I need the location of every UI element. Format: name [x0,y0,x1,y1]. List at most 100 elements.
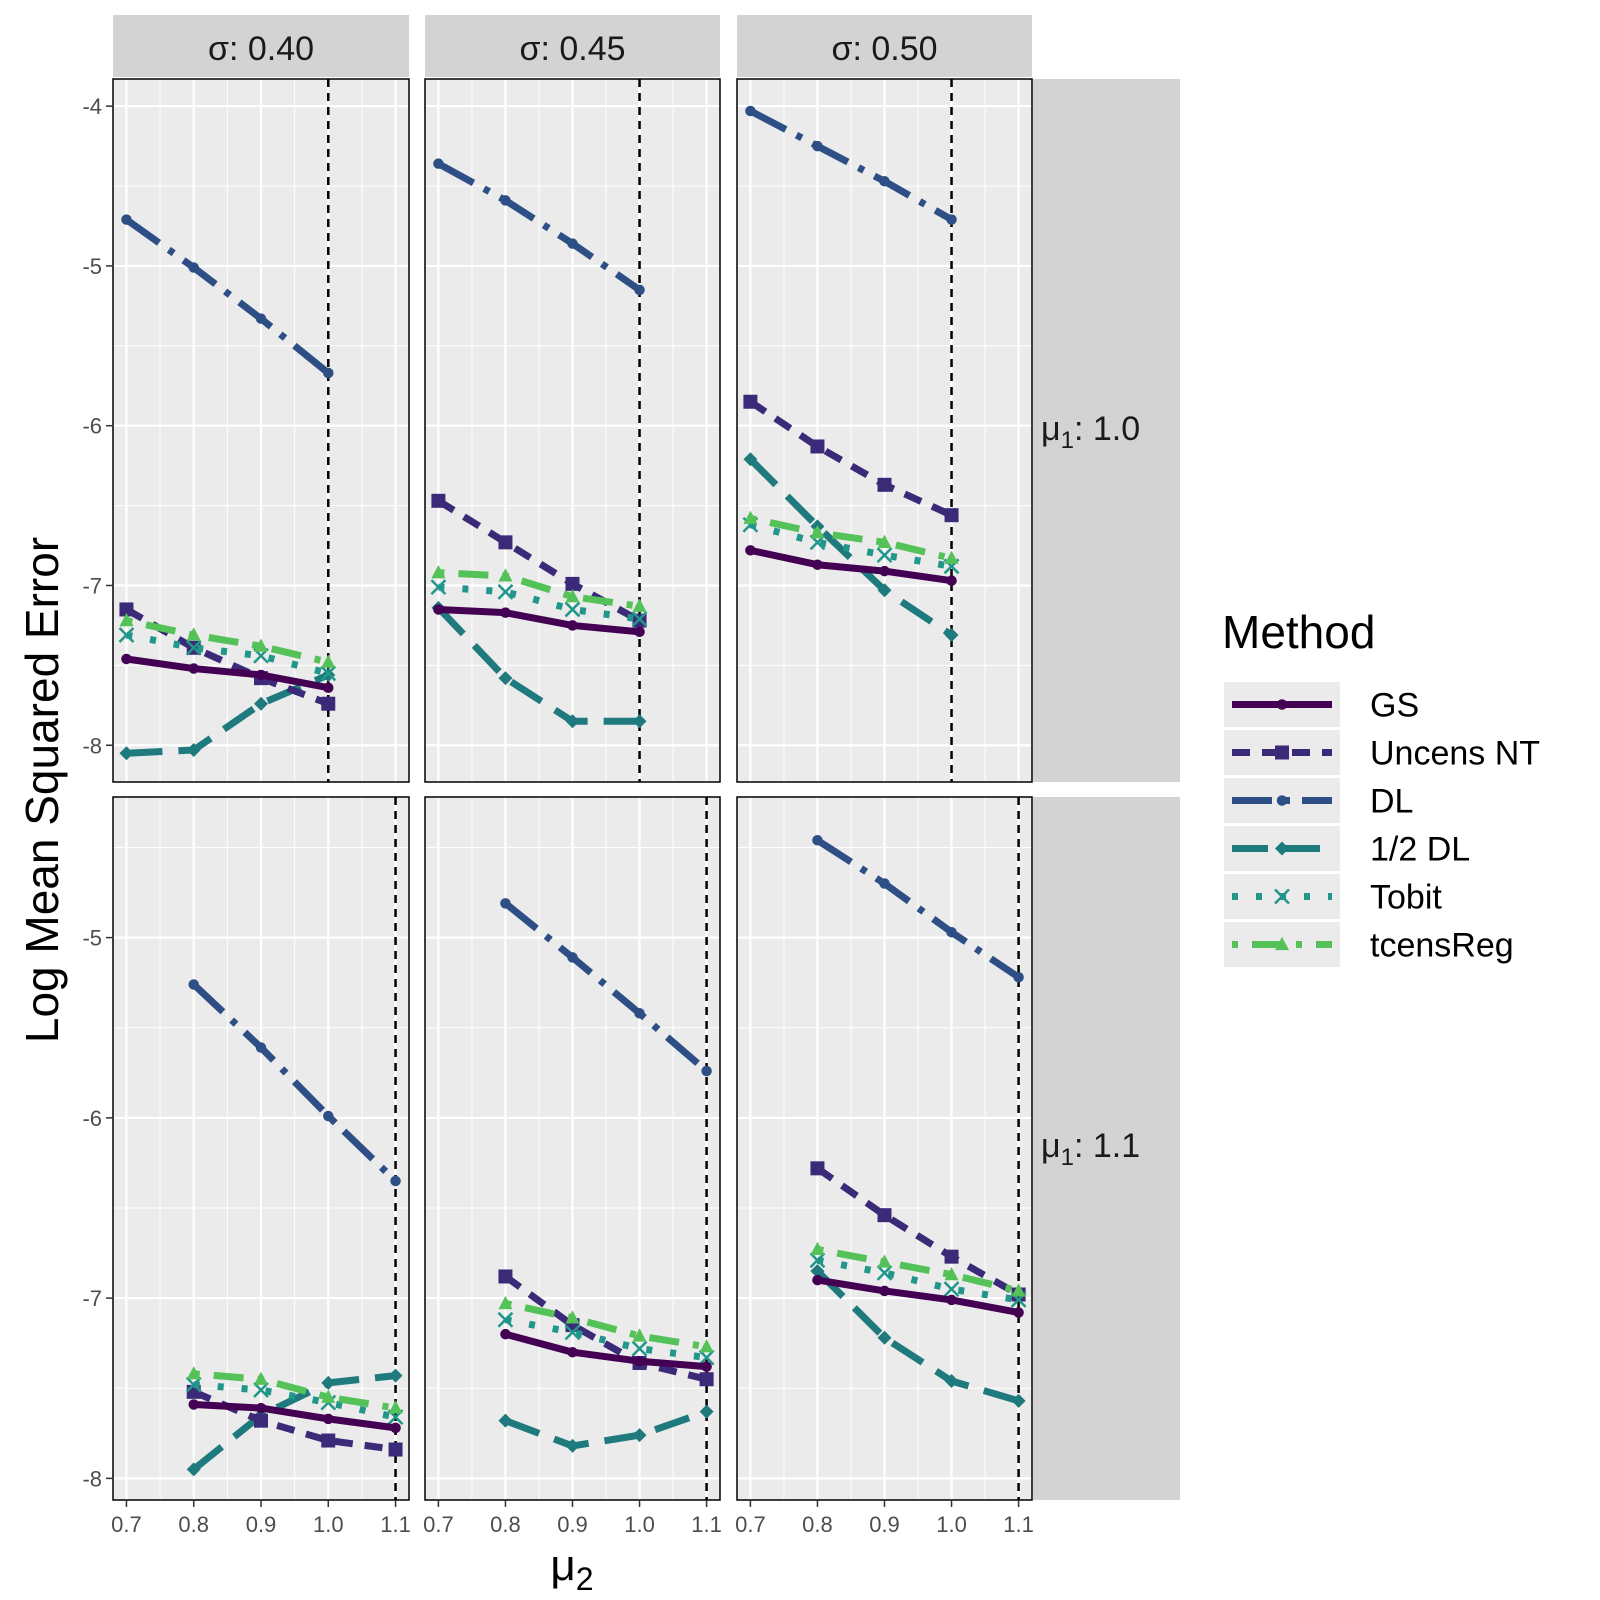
legend-key-marker [1276,699,1288,710]
column-strip-label: σ: 0.45 [519,30,625,68]
data-point-dl [634,284,645,296]
data-point-dl [323,1110,334,1122]
data-point-dl [323,367,334,379]
series-line-dl [748,107,954,223]
legend-title: Method [1222,606,1375,658]
data-point-gs [433,604,444,615]
data-point-uncens-nt [498,535,513,550]
data-point-1-2-dl [1011,1393,1026,1408]
series-line-tcensreg [816,1246,1020,1295]
data-point-gs [946,1294,957,1306]
series-line-tcensreg [125,617,330,666]
data-point-tcensreg [321,1389,336,1403]
data-point-uncens-nt [388,1442,403,1457]
x-tick-label: 1.1 [691,1512,722,1537]
data-point-tcensreg [699,1339,714,1353]
x-tick-label: 0.8 [178,1512,209,1537]
series-line-gs [816,1276,1020,1316]
series-line-1-2-dl [504,1408,708,1450]
data-point-1-2-dl [877,583,892,598]
y-tick-label: -8 [82,733,102,758]
legend-key-marker [1274,888,1290,905]
x-tick-label: 1.0 [936,1512,967,1537]
y-tick-label: -7 [82,573,102,598]
series-line-gs [438,605,640,636]
data-point-uncens-nt [431,493,446,508]
data-point-1-2-dl [388,1368,403,1383]
data-point-tcensreg [877,534,892,548]
data-point-dl [1013,972,1024,983]
x-axis-title: μ2 [550,1541,593,1597]
data-point-gs [390,1422,401,1434]
data-point-uncens-nt [743,394,758,409]
data-point-uncens-nt [565,576,580,591]
panel-r0-c2 [737,79,1032,782]
x-tick-label: 1.0 [313,1512,344,1537]
data-point-tobit [253,1382,269,1398]
panel-r1-c2 [737,797,1032,1500]
data-point-tcensreg [944,550,959,564]
series-line-gs [504,1330,707,1371]
series-line-gs [193,1400,397,1432]
y-tick-label: -5 [82,254,102,279]
data-point-tobit [430,579,447,595]
legend-item-1-2-dl: 1/2 DL [1224,826,1470,871]
series-line-tobit [438,583,641,623]
data-point-gs [634,626,645,638]
legend-label: GS [1370,687,1419,725]
data-point-gs [567,620,578,631]
y-axis-title: Log Mean Squared Error [16,537,68,1043]
data-point-tobit [876,1264,893,1281]
data-point-gs [188,1399,199,1410]
legend-key-marker [1275,745,1289,760]
series-line-dl [124,216,331,376]
data-point-1-2-dl [632,714,647,729]
data-point-gs [567,1346,578,1358]
data-point-gs [946,575,957,586]
data-point-tcensreg [877,1254,892,1268]
data-point-uncens-nt [944,508,959,523]
data-point-dl [879,176,890,187]
series-group-r0-c0 [118,214,337,761]
data-point-tcensreg [498,568,513,582]
data-point-1-2-dl [119,746,134,761]
data-point-dl [567,238,578,249]
series-line-1-2-dl [814,1268,1020,1405]
column-strip [425,15,720,77]
legend: Method GS Uncens NT DL 1/2 DL Tobit tcensReg [1222,606,1540,967]
series-group-r1-c1 [497,898,715,1453]
x-tick-label: 0.8 [490,1512,521,1537]
data-point-dl [745,105,756,117]
data-point-1-2-dl [186,743,201,758]
data-point-1-2-dl [944,1374,959,1389]
legend-label: Tobit [1370,879,1442,917]
data-point-tobit [497,1311,514,1328]
data-point-1-2-dl [877,1330,892,1345]
facet-strips: σ: 0.40 σ: 0.45 σ: 0.50 μ1: 1.0 μ1: 1.1 [113,15,1180,1500]
x-tick-label: 0.7 [111,1512,142,1537]
data-point-tcensreg [810,1241,825,1256]
x-tick-label: 1.1 [1003,1512,1034,1537]
legend-item-gs: GS [1224,682,1419,727]
series-group-r1-c0 [185,979,404,1477]
data-point-gs [634,1355,645,1367]
data-point-gs [188,663,199,674]
data-point-gs [1013,1307,1024,1318]
data-point-uncens-nt [810,1161,825,1176]
data-point-gs [812,559,823,570]
series-group-r0-c1 [430,158,648,729]
data-point-dl [946,926,957,938]
y-tick-label: -6 [82,414,102,439]
data-point-1-2-dl [254,696,268,711]
x-tick-label: 0.7 [423,1512,454,1537]
data-point-tobit [185,1376,202,1393]
data-point-gs [121,653,132,665]
data-point-1-2-dl [632,1428,647,1443]
data-point-gs [812,1274,823,1286]
data-point-uncens-nt [944,1249,959,1264]
legend-key-marker [1275,841,1289,856]
data-point-uncens-nt [321,696,336,711]
series-line-tobit [125,631,330,677]
data-point-1-2-dl [743,452,758,467]
data-point-uncens-nt [877,1208,892,1223]
